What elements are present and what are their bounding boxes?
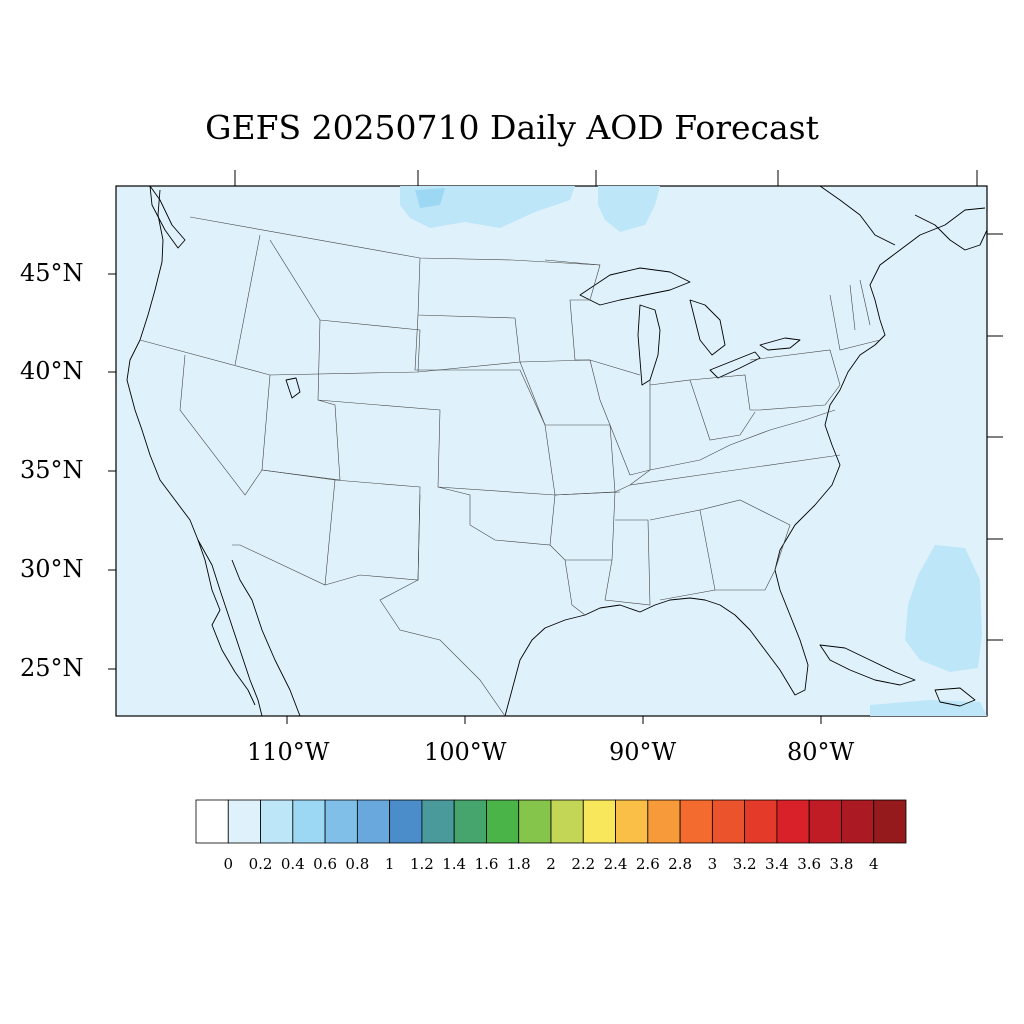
lon-label-110w: 110°W bbox=[247, 738, 330, 766]
lat-label-35: 35°N bbox=[20, 456, 84, 484]
aod-patch-minnesota bbox=[598, 186, 660, 232]
colorbar-label: 0.2 bbox=[248, 855, 273, 873]
colorbar-box-18 bbox=[776, 799, 810, 844]
colorbar-label: 3.6 bbox=[797, 855, 822, 873]
gulf-of-california bbox=[231, 559, 301, 717]
state-borders bbox=[139, 216, 881, 717]
colorbar-box-3 bbox=[292, 799, 326, 844]
colorbar-label: 0.6 bbox=[313, 855, 338, 873]
colorbar-box-6 bbox=[389, 799, 423, 844]
pacific-coast bbox=[126, 189, 263, 717]
colorbar-label: 4 bbox=[868, 855, 879, 873]
colorbar-box-12 bbox=[582, 799, 616, 844]
colorbar-label: 1 bbox=[384, 855, 395, 873]
colorbar-box-5 bbox=[356, 799, 391, 844]
lat-label-25: 25°N bbox=[20, 654, 84, 682]
colorbar-box-14 bbox=[647, 799, 681, 844]
colorbar-label: 1.2 bbox=[409, 855, 434, 873]
hudson-bay-shore bbox=[819, 185, 896, 246]
colorbar-label: 2.4 bbox=[603, 855, 628, 873]
colorbar-label: 0.8 bbox=[345, 855, 370, 873]
vancouver-island bbox=[149, 185, 186, 249]
lake-superior bbox=[579, 267, 691, 306]
colorbar bbox=[195, 799, 907, 844]
colorbar-label: 2.6 bbox=[635, 855, 660, 873]
colorbar-box-11 bbox=[550, 799, 584, 844]
axis-ticks bbox=[108, 170, 1003, 724]
colorbar-label: 2.2 bbox=[571, 855, 596, 873]
colorbar-label: 0.4 bbox=[280, 855, 305, 873]
colorbar-label: 2 bbox=[546, 855, 556, 873]
aod-patch-caribbean bbox=[870, 700, 987, 716]
aod-patch-montana bbox=[400, 186, 575, 228]
colorbar-box-2 bbox=[260, 799, 294, 844]
lake-ontario bbox=[759, 337, 801, 351]
aod-patch-atlantic bbox=[905, 545, 982, 672]
baja-peninsula bbox=[197, 539, 256, 706]
hispaniola bbox=[934, 687, 976, 707]
colorbar-label: 3.8 bbox=[829, 855, 854, 873]
colorbar-label: 1.4 bbox=[442, 855, 467, 873]
aod-patches bbox=[400, 186, 987, 716]
colorbar-label: 1.8 bbox=[506, 855, 531, 873]
cuba bbox=[819, 644, 916, 686]
lake-erie bbox=[709, 351, 761, 379]
colorbar-box-20 bbox=[841, 799, 875, 844]
lake-huron bbox=[689, 299, 726, 356]
colorbar-box-17 bbox=[744, 799, 778, 844]
coastlines bbox=[126, 185, 988, 717]
lon-label-80w: 80°W bbox=[787, 738, 855, 766]
lon-label-90w: 90°W bbox=[609, 738, 677, 766]
lat-label-30: 30°N bbox=[20, 555, 84, 583]
aod-patch-montana-dark bbox=[415, 188, 445, 208]
colorbar-label: 3.2 bbox=[732, 855, 757, 873]
colorbar-label: 3.4 bbox=[764, 855, 789, 873]
gulf-st-lawrence bbox=[914, 214, 988, 251]
lon-label-100w: 100°W bbox=[424, 738, 507, 766]
colorbar-box-7 bbox=[421, 799, 455, 844]
colorbar-box-13 bbox=[615, 799, 649, 844]
lat-label-40: 40°N bbox=[20, 357, 84, 385]
colorbar-box-1 bbox=[227, 799, 261, 844]
colorbar-box-19 bbox=[808, 799, 842, 844]
colorbar-box-15 bbox=[679, 799, 713, 844]
colorbar-box-8 bbox=[453, 799, 487, 844]
colorbar-box-9 bbox=[486, 799, 520, 844]
colorbar-box-0 bbox=[195, 799, 229, 844]
lat-label-45: 45°N bbox=[20, 259, 84, 287]
colorbar-label: 1.6 bbox=[474, 855, 499, 873]
atlantic-coast bbox=[774, 207, 986, 571]
colorbar-box-21 bbox=[873, 799, 907, 844]
colorbar-box-10 bbox=[518, 799, 552, 844]
mexico-gulf-coast bbox=[504, 597, 721, 717]
colorbar-label: 3 bbox=[707, 855, 718, 873]
map-background bbox=[115, 185, 988, 717]
florida bbox=[719, 569, 809, 696]
colorbar-box-16 bbox=[711, 799, 746, 844]
map-title: GEFS 20250710 Daily AOD Forecast bbox=[205, 108, 819, 147]
colorbar-label: 2.8 bbox=[668, 855, 693, 873]
colorbar-label: 0 bbox=[223, 855, 234, 873]
great-salt-lake bbox=[285, 377, 301, 399]
colorbar-box-4 bbox=[324, 799, 358, 844]
